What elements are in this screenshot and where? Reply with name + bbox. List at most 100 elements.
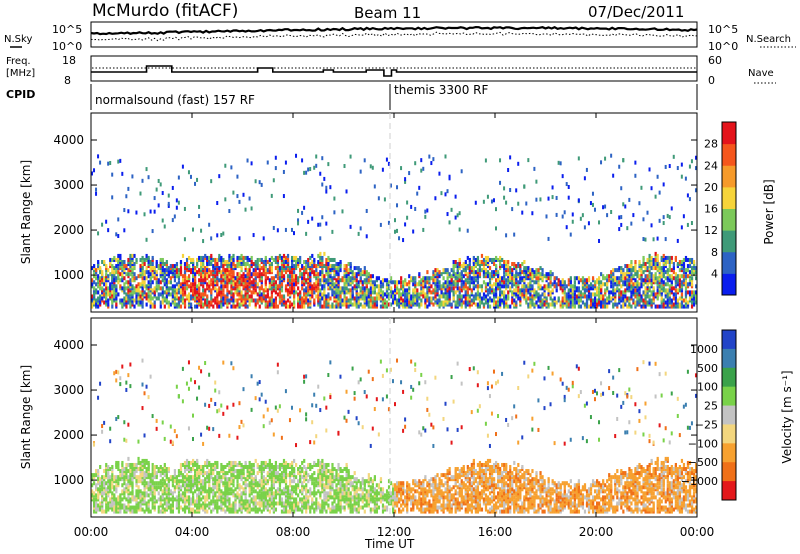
- backscatter-cell: [529, 292, 532, 297]
- backscatter-cell: [293, 278, 296, 283]
- colorbar-swatch: [722, 122, 736, 145]
- backscatter-cell: [290, 278, 294, 283]
- backscatter-cell: [238, 262, 241, 267]
- backscatter-cell: [165, 469, 168, 474]
- backscatter-cell: [616, 304, 619, 309]
- backscatter-cell: [345, 300, 348, 305]
- backscatter-cell: [187, 426, 190, 431]
- backscatter-cell: [139, 464, 142, 469]
- backscatter-cell: [210, 475, 213, 480]
- backscatter-cell: [141, 255, 144, 260]
- backscatter-cell: [264, 264, 267, 269]
- backscatter-cell: [216, 501, 219, 506]
- backscatter-cell: [531, 302, 534, 307]
- backscatter-cell: [153, 272, 156, 277]
- backscatter-cell: [216, 257, 219, 262]
- backscatter-cell: [319, 304, 322, 309]
- backscatter-cell: [515, 270, 518, 275]
- backscatter-cell: [173, 489, 177, 494]
- backscatter-cell: [598, 300, 601, 305]
- backscatter-cell: [606, 286, 609, 291]
- backscatter-cell: [137, 296, 140, 301]
- backscatter-cell: [676, 298, 679, 303]
- backscatter-cell: [575, 294, 578, 299]
- backscatter-cell: [194, 298, 197, 303]
- backscatter-cell: [125, 280, 128, 285]
- backscatter-cell: [109, 284, 112, 289]
- backscatter-cell: [272, 278, 275, 283]
- backscatter-cell: [488, 274, 492, 279]
- backscatter-cell: [198, 509, 201, 514]
- backscatter-cell: [173, 272, 177, 277]
- backscatter-cell: [460, 169, 463, 174]
- backscatter-cell: [333, 268, 336, 273]
- backscatter-cell: [101, 475, 104, 480]
- backscatter-cell: [260, 286, 263, 291]
- backscatter-cell: [553, 278, 556, 283]
- backscatter-cell: [541, 304, 544, 309]
- backscatter-cell: [593, 296, 597, 301]
- backscatter-cell: [468, 280, 471, 285]
- backscatter-cell: [672, 266, 675, 271]
- backscatter-cell: [165, 497, 168, 502]
- backscatter-cell: [208, 280, 211, 285]
- backscatter-cell: [171, 509, 174, 514]
- backscatter-cell: [567, 304, 570, 309]
- backscatter-cell: [206, 302, 209, 307]
- backscatter-cell: [131, 284, 134, 289]
- backscatter-cell: [343, 266, 346, 271]
- backscatter-cell: [220, 232, 223, 237]
- backscatter-cell: [541, 298, 544, 303]
- backscatter-cell: [529, 300, 532, 305]
- backscatter-cell: [268, 302, 271, 307]
- backscatter-cell: [115, 497, 118, 502]
- backscatter-cell: [107, 501, 110, 506]
- backscatter-cell: [335, 298, 338, 303]
- backscatter-cell: [307, 290, 310, 295]
- backscatter-cell: [163, 483, 166, 488]
- backscatter-cell: [169, 266, 172, 271]
- backscatter-cell: [563, 300, 566, 305]
- backscatter-cell: [192, 495, 195, 500]
- backscatter-cell: [628, 300, 631, 305]
- backscatter-cell: [335, 262, 338, 267]
- backscatter-cell: [222, 292, 225, 297]
- backscatter-cell: [519, 300, 522, 305]
- backscatter-cell: [531, 278, 534, 283]
- backscatter-cell: [139, 495, 142, 500]
- backscatter-cell: [105, 282, 108, 287]
- backscatter-cell: [341, 302, 344, 307]
- cpid-segment-1: normalsound (fast) 157 RF: [95, 93, 255, 107]
- backscatter-cell: [658, 276, 661, 281]
- backscatter-cell: [416, 298, 419, 303]
- backscatter-cell: [202, 288, 205, 293]
- backscatter-cell: [351, 276, 354, 281]
- backscatter-cell: [127, 499, 130, 504]
- backscatter-cell: [321, 292, 324, 297]
- backscatter-cell: [115, 266, 118, 271]
- backscatter-cell: [495, 266, 498, 271]
- backscatter-cell: [165, 272, 168, 277]
- backscatter-cell: [167, 288, 170, 293]
- backscatter-cell: [91, 473, 94, 478]
- backscatter-cell: [474, 284, 477, 289]
- backscatter-cell: [169, 475, 172, 480]
- backscatter-cell: [341, 300, 344, 305]
- backscatter-cell: [125, 298, 128, 303]
- backscatter-cell: [535, 292, 538, 297]
- backscatter-cell: [646, 276, 649, 281]
- backscatter-cell: [624, 282, 627, 287]
- backscatter-cell: [337, 268, 340, 273]
- backscatter-cell: [117, 467, 120, 472]
- backscatter-cell: [204, 300, 207, 305]
- backscatter-cell: [430, 290, 433, 295]
- backscatter-cell: [179, 294, 183, 299]
- backscatter-cell: [159, 469, 162, 474]
- backscatter-cell: [272, 225, 275, 230]
- backscatter-cell: [497, 274, 500, 279]
- backscatter-cell: [200, 471, 203, 476]
- backscatter-cell: [606, 278, 609, 283]
- backscatter-cell: [147, 284, 150, 289]
- backscatter-cell: [426, 280, 429, 285]
- backscatter-cell: [282, 194, 285, 199]
